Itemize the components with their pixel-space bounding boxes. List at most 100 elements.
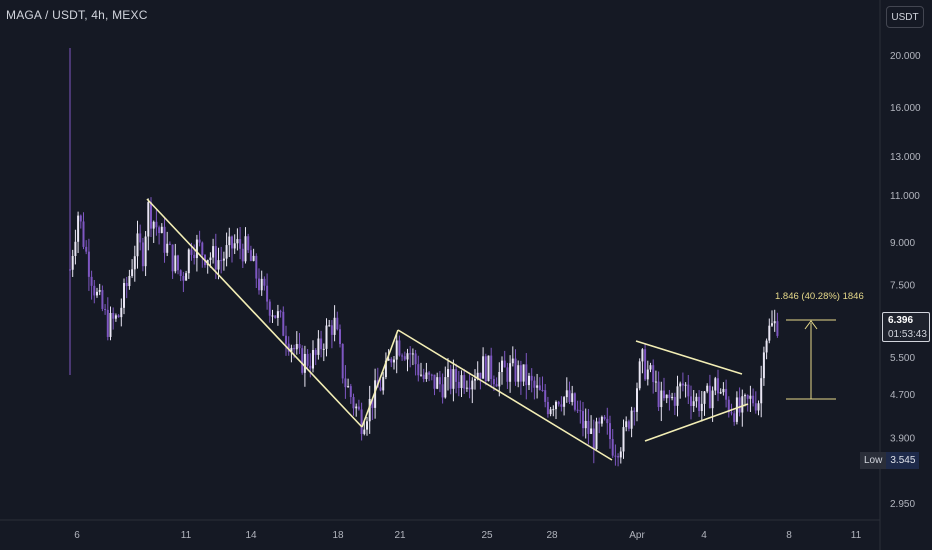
- candle-body: [120, 307, 123, 318]
- candle-body: [771, 323, 773, 326]
- price-tick: 13.000: [890, 152, 921, 163]
- time-tick: 14: [245, 530, 257, 541]
- candle-body: [163, 226, 166, 253]
- candle-body: [633, 410, 636, 412]
- candle-body: [371, 398, 374, 408]
- trendline[interactable]: [146, 198, 363, 428]
- candle-body: [185, 273, 188, 281]
- currency-button[interactable]: USDT: [886, 6, 924, 28]
- measure-arrow-head: [804, 320, 818, 330]
- candle-body: [754, 403, 757, 411]
- candle-body: [708, 385, 711, 409]
- candle-body: [287, 343, 290, 352]
- candle-body: [444, 377, 447, 398]
- candles-layer: [69, 48, 779, 467]
- candle-body: [425, 372, 428, 379]
- candle-body: [128, 275, 131, 287]
- measure-tool[interactable]: [786, 319, 836, 400]
- candle-body: [665, 394, 668, 399]
- candle-body: [271, 315, 274, 317]
- candle-body: [114, 315, 117, 319]
- candle-body: [87, 251, 90, 277]
- candle-body: [460, 375, 463, 389]
- candle-body: [322, 348, 325, 350]
- trendline[interactable]: [397, 329, 613, 461]
- candle-body: [452, 369, 455, 389]
- candle-body: [403, 356, 406, 360]
- candle-body: [241, 248, 244, 262]
- price-tick: 2.950: [890, 499, 915, 510]
- candle-body: [530, 375, 533, 381]
- last-price-value: 6.396: [888, 315, 914, 326]
- candle-body: [441, 384, 444, 398]
- candle-body: [536, 385, 539, 388]
- candle-body: [773, 321, 776, 324]
- candle-body: [293, 347, 296, 350]
- candle-body: [638, 361, 641, 389]
- candle-body: [479, 372, 482, 379]
- candle-body: [422, 374, 425, 379]
- candle-body: [220, 260, 223, 262]
- candle-body: [722, 388, 725, 393]
- candle-body: [457, 381, 460, 389]
- candle-body: [409, 353, 412, 355]
- candle-body: [106, 309, 109, 337]
- time-tick: 28: [546, 530, 558, 541]
- candle-body: [182, 276, 185, 281]
- trendline[interactable]: [635, 340, 743, 375]
- candle-body: [592, 428, 595, 450]
- trendline[interactable]: [644, 403, 749, 442]
- candle-body: [449, 369, 452, 389]
- candle-body: [717, 378, 719, 394]
- candle-body: [312, 349, 314, 369]
- candle-body: [279, 311, 282, 313]
- candle-body: [465, 387, 468, 389]
- candle-body: [187, 249, 190, 274]
- candle-body: [328, 325, 331, 327]
- candle-body: [525, 364, 528, 386]
- candle-body: [487, 355, 490, 382]
- candle-body: [609, 423, 611, 440]
- candle-body: [463, 375, 466, 389]
- candle-body: [730, 412, 733, 414]
- trendline[interactable]: [361, 329, 399, 428]
- time-tick: 21: [394, 530, 406, 541]
- candle-body: [139, 233, 142, 243]
- candle-body: [366, 421, 368, 430]
- candle-body: [112, 312, 115, 319]
- candle-body: [74, 241, 77, 257]
- candle-body: [652, 365, 655, 383]
- candle-body: [214, 246, 217, 270]
- candle-body: [471, 380, 474, 390]
- candle-body: [433, 374, 436, 389]
- time-tick: 25: [481, 530, 493, 541]
- candle-body: [252, 255, 255, 261]
- candle-body: [668, 394, 671, 399]
- candle-body: [382, 377, 385, 391]
- candle-body: [522, 364, 525, 382]
- price-axis[interactable]: 20.000 16.000 13.000 11.000 9.000 7.500 5.500 4…: [890, 51, 921, 510]
- candle-body: [160, 226, 163, 234]
- candle-body: [168, 243, 171, 245]
- candle-body: [636, 388, 638, 412]
- bar-countdown: 01:53:43: [888, 329, 927, 340]
- candle-body: [492, 379, 495, 385]
- candle-body: [695, 396, 698, 402]
- candle-body: [303, 353, 306, 373]
- candle-body: [417, 364, 420, 376]
- candle-body: [98, 290, 101, 292]
- candle-body: [555, 401, 557, 410]
- candle-body: [711, 390, 714, 409]
- candle-body: [123, 282, 125, 308]
- candle-body: [455, 369, 458, 382]
- low-price-badge: Low 3.545: [860, 452, 920, 469]
- candle-body: [195, 239, 198, 259]
- candle-body: [630, 410, 633, 429]
- candle-body: [341, 343, 344, 379]
- candle-body: [355, 406, 358, 409]
- price-tick: 9.000: [890, 238, 915, 249]
- candle-body: [96, 291, 98, 296]
- time-axis[interactable]: 6 11 14 18 21 25 28 Apr 4 8 11: [74, 530, 861, 541]
